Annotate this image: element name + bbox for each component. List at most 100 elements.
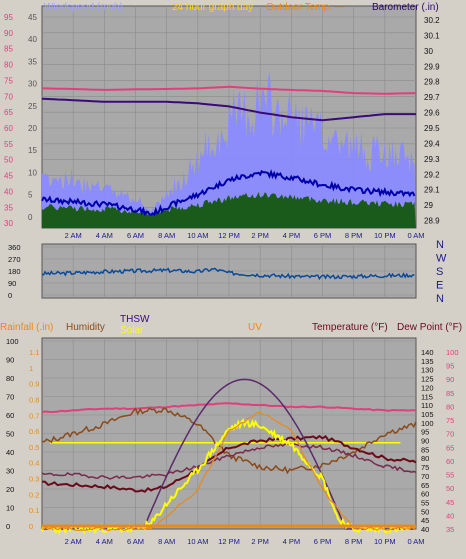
bottom-x-tick-label: 8 AM <box>158 537 175 546</box>
label-humidity: Humidity <box>66 322 105 333</box>
top-wind-tick-label: 35 <box>28 57 37 66</box>
bottom-humidity-tick-label: 50 <box>6 430 14 439</box>
wind-gust-area <box>42 71 416 228</box>
bottom-temp-tick-label: 40 <box>421 525 429 534</box>
bottom-dew-tick-label: 50 <box>446 484 454 493</box>
bottom-rain-axis: 1.1 1 0.9 0.8 0.7 0.6 0.5 0.4 0.3 0.2 0.1 0 <box>29 348 39 531</box>
top-wind-tick-label: 45 <box>28 13 37 22</box>
top-x-tick-label: 2 AM <box>65 231 82 240</box>
mid-direction-label: N <box>436 293 444 305</box>
bottom-panel: Rainfall (.in) Humidity THSW Solar UV Te… <box>0 314 462 546</box>
top-left-tick-label: 80 <box>4 61 13 70</box>
top-x-tick-label: 4 AM <box>96 231 113 240</box>
dew-point-line <box>41 442 417 480</box>
mid-direction-label: S <box>436 266 443 278</box>
barometer-line <box>41 97 416 122</box>
bottom-rain-tick-label: 0.1 <box>29 506 39 515</box>
top-baro-tick-label: 29.1 <box>424 186 440 195</box>
top-x-tick-label: 2 PM <box>251 231 269 240</box>
bottom-dew-tick-label: 85 <box>446 389 454 398</box>
label-thsw: THSW <box>120 314 150 325</box>
bottom-x-tick-label: 12 PM <box>218 537 240 546</box>
top-wind-tick-label: 5 <box>28 191 33 200</box>
top-wind-tick-label: 10 <box>28 168 37 177</box>
top-wind-axis: 45 40 35 30 25 20 15 10 5 0 <box>28 13 37 222</box>
top-baro-tick-label: 30 <box>424 47 433 56</box>
top-left-tick-label: 75 <box>4 76 13 85</box>
bottom-rain-tick-label: 0 <box>29 522 33 531</box>
bottom-temp-tick-label: 105 <box>421 410 434 419</box>
label-dew-point: Dew Point (°F) <box>397 322 462 333</box>
top-left-tick-label: 60 <box>4 124 13 133</box>
bottom-temp-tick-label: 100 <box>421 419 434 428</box>
top-baro-tick-label: 29.3 <box>424 155 440 164</box>
bottom-humidity-tick-label: 10 <box>6 504 14 513</box>
wind-speed-line <box>41 169 416 217</box>
top-baro-tick-label: 30.1 <box>424 31 440 40</box>
uv-index-line <box>41 411 417 532</box>
bottom-dew-tick-label: 60 <box>446 457 454 466</box>
top-baro-tick-label: 29.6 <box>424 109 440 118</box>
bottom-temp-tick-label: 95 <box>421 428 429 437</box>
bottom-temp-tick-label: 90 <box>421 437 429 446</box>
bottom-temp-tick-label: 45 <box>421 516 429 525</box>
bottom-temp-tick-label: 60 <box>421 490 429 499</box>
top-baro-tick-label: 29.5 <box>424 124 440 133</box>
bottom-temp-tick-label: 120 <box>421 383 434 392</box>
bottom-dew-tick-label: 90 <box>446 375 454 384</box>
bottom-x-tick-label: 2 PM <box>251 537 269 546</box>
mid-left-tick-label: 180 <box>8 267 21 276</box>
top-baro-tick-label: 30.2 <box>424 16 440 25</box>
top-baro-tick-label: 29.9 <box>424 62 440 71</box>
top-x-tick-label: 0 AM <box>407 231 424 240</box>
bottom-rain-tick-label: 0.6 <box>29 427 39 436</box>
top-left-tick-label: 90 <box>4 29 13 38</box>
mid-left-axis: 360 270 180 90 0 <box>8 243 21 300</box>
mid-direction-label: N <box>436 239 444 251</box>
bottom-dew-tick-label: 80 <box>446 402 454 411</box>
bottom-x-tick-label: 6 AM <box>127 537 144 546</box>
top-left-tick-label: 35 <box>4 203 13 212</box>
bottom-humidity-tick-label: 90 <box>6 356 14 365</box>
label-solar: Solar <box>120 325 144 336</box>
bottom-x-tick-label: 10 AM <box>187 537 208 546</box>
bottom-dew-tick-label: 40 <box>446 511 454 520</box>
top-baro-axis: 30.2 30.1 30 29.9 29.8 29.7 29.6 29.5 29.4 29.3 29… <box>424 16 440 226</box>
bottom-rain-tick-label: 1.1 <box>29 348 39 357</box>
top-panel: Windspeed (mph) 24 hour graph day Outdoo… <box>4 2 440 240</box>
bottom-rain-tick-label: 0.5 <box>29 443 39 452</box>
bottom-temp-tick-label: 110 <box>421 401 433 410</box>
bottom-humidity-tick-label: 20 <box>6 485 14 494</box>
bottom-dew-tick-label: 95 <box>446 362 454 371</box>
bottom-humidity-tick-label: 80 <box>6 374 14 383</box>
humidity-line <box>41 407 417 475</box>
bottom-dew-tick-label: 75 <box>446 416 454 425</box>
bottom-temp-tick-label: 130 <box>421 366 434 375</box>
bottom-dew-tick-label: 55 <box>446 471 454 480</box>
bottom-humidity-tick-label: 40 <box>6 448 14 457</box>
top-left-axis: 95 90 85 80 75 70 65 60 55 50 45 40 35 30 <box>4 13 13 228</box>
top-x-tick-label: 12 PM <box>218 231 240 240</box>
top-left-tick-label: 95 <box>4 13 13 22</box>
title-windspeed: Windspeed (mph) <box>44 2 123 13</box>
top-wind-tick-label: 20 <box>28 124 37 133</box>
top-baro-tick-label: 29.7 <box>424 93 440 102</box>
top-wind-tick-label: 30 <box>28 80 37 89</box>
bottom-humidity-tick-label: 100 <box>6 337 19 346</box>
bottom-dew-tick-label: 35 <box>446 525 454 534</box>
bottom-rain-tick-label: 0.4 <box>29 459 39 468</box>
bottom-rain-tick-label: 0.7 <box>29 411 39 420</box>
top-left-tick-label: 30 <box>4 219 13 228</box>
title-outdoor-temp: Outdoor Temp. --- <box>266 2 345 13</box>
bottom-temp-tick-label: 70 <box>421 472 429 481</box>
bottom-temp-tick-label: 125 <box>421 375 434 384</box>
bottom-humidity-tick-label: 30 <box>6 467 14 476</box>
top-x-tick-label: 10 AM <box>187 231 208 240</box>
bottom-humidity-tick-label: 60 <box>6 411 14 420</box>
mid-left-tick-label: 270 <box>8 255 21 264</box>
bottom-temp-tick-label: 50 <box>421 507 429 516</box>
bottom-x-tick-label: 4 AM <box>96 537 113 546</box>
bottom-temp-axis: 1401351301251201151101051009590858075706… <box>421 348 434 534</box>
wind-direction-line <box>41 267 415 281</box>
thsw-line <box>41 434 417 493</box>
